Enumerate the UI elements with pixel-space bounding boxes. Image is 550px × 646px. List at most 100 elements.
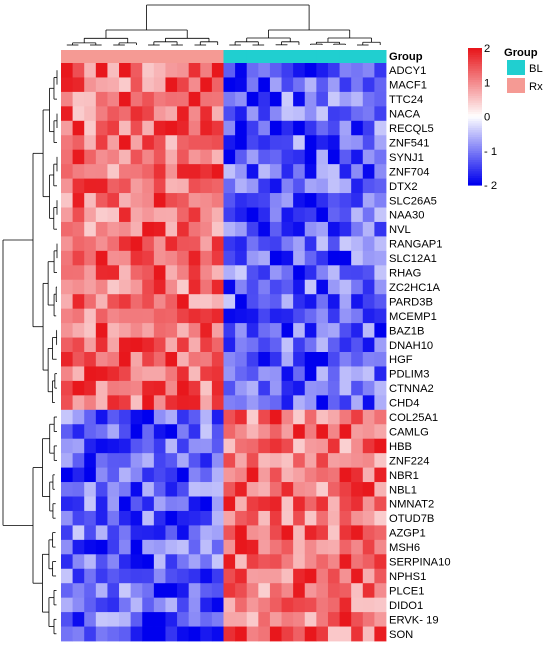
group-legend-swatch bbox=[507, 78, 525, 93]
heatmap-cell bbox=[235, 525, 248, 541]
row-label: SON bbox=[389, 629, 413, 641]
heatmap-cell bbox=[327, 409, 340, 425]
heatmap-cell bbox=[119, 337, 132, 353]
heatmap-cell bbox=[316, 409, 329, 425]
color-scale-segment bbox=[468, 105, 482, 108]
heatmap-cell bbox=[61, 482, 74, 497]
heatmap-cell bbox=[293, 626, 306, 642]
heatmap-cell bbox=[235, 236, 248, 252]
heatmap-cell bbox=[258, 178, 271, 194]
color-scale-segment bbox=[468, 173, 482, 177]
heatmap-cell bbox=[177, 120, 190, 136]
group-annotation-cell bbox=[351, 50, 364, 63]
heatmap-cell bbox=[304, 612, 317, 627]
heatmap-cell bbox=[130, 597, 143, 613]
heatmap-cell bbox=[269, 265, 282, 281]
heatmap-cell bbox=[177, 510, 190, 526]
heatmap-cell bbox=[153, 597, 166, 613]
heatmap-cell bbox=[153, 525, 166, 541]
group-annotation-cell bbox=[304, 50, 317, 63]
heatmap-cell bbox=[235, 597, 248, 613]
heatmap-cell bbox=[246, 279, 259, 295]
heatmap-cell bbox=[177, 539, 190, 555]
heatmap-cell bbox=[130, 250, 143, 266]
heatmap-cell bbox=[223, 525, 236, 541]
heatmap-cell bbox=[153, 352, 166, 367]
heatmap-cell bbox=[223, 250, 236, 266]
heatmap-cell bbox=[327, 308, 340, 324]
heatmap-cell bbox=[177, 352, 190, 367]
heatmap-cell bbox=[339, 568, 352, 584]
heatmap-cell bbox=[119, 612, 132, 627]
heatmap-cell bbox=[304, 510, 317, 526]
heatmap-cell bbox=[211, 149, 224, 165]
heatmap-cell bbox=[130, 120, 143, 136]
heatmap-cell bbox=[281, 193, 294, 208]
heatmap-cell bbox=[362, 308, 375, 324]
heatmap-cell bbox=[223, 120, 236, 136]
heatmap-cell bbox=[362, 612, 375, 627]
heatmap-cell bbox=[188, 453, 201, 468]
heatmap-cell bbox=[107, 438, 120, 454]
heatmap-cell bbox=[362, 482, 375, 497]
heatmap-cell bbox=[61, 496, 74, 512]
heatmap-cell bbox=[188, 496, 201, 512]
heatmap-cell bbox=[327, 626, 340, 642]
heatmap-cell bbox=[95, 337, 108, 353]
heatmap-cell bbox=[153, 178, 166, 194]
heatmap-cell bbox=[165, 352, 178, 367]
heatmap-cell bbox=[223, 236, 236, 252]
heatmap-cell bbox=[258, 265, 271, 281]
heatmap-cell bbox=[142, 91, 155, 107]
color-scale-segment bbox=[468, 100, 482, 104]
heatmap-cell bbox=[61, 77, 74, 93]
heatmap-cell bbox=[281, 135, 294, 151]
heatmap-cell bbox=[95, 178, 108, 194]
heatmap-cell bbox=[153, 395, 166, 411]
heatmap-cell bbox=[177, 178, 190, 194]
heatmap-cell bbox=[211, 308, 224, 324]
heatmap-cell bbox=[61, 568, 74, 584]
heatmap-cell bbox=[293, 207, 306, 223]
heatmap-cell bbox=[188, 366, 201, 382]
heatmap-cell bbox=[351, 409, 364, 425]
heatmap-cell bbox=[246, 294, 259, 310]
heatmap-cell bbox=[235, 467, 248, 483]
heatmap-cell bbox=[327, 525, 340, 541]
row-label: NACA bbox=[389, 109, 421, 121]
heatmap-cell bbox=[223, 438, 236, 454]
heatmap-cell bbox=[246, 308, 259, 324]
heatmap-cell bbox=[304, 265, 317, 281]
heatmap-cell bbox=[177, 482, 190, 497]
heatmap-cell bbox=[107, 467, 120, 483]
heatmap-cell bbox=[61, 583, 74, 599]
heatmap-cell bbox=[362, 626, 375, 642]
heatmap-cell bbox=[304, 120, 317, 136]
heatmap-cell bbox=[130, 409, 143, 425]
heatmap-cell bbox=[61, 120, 74, 136]
heatmap-cell bbox=[130, 265, 143, 281]
heatmap-cell bbox=[95, 250, 108, 266]
heatmap-cell bbox=[119, 496, 132, 512]
heatmap-cell bbox=[362, 467, 375, 483]
heatmap-cell bbox=[351, 366, 364, 382]
heatmap-cell bbox=[72, 164, 85, 179]
heatmap-cell bbox=[339, 265, 352, 281]
color-scale-segment bbox=[468, 146, 482, 150]
heatmap-cell bbox=[61, 525, 74, 541]
heatmap-cell bbox=[235, 352, 248, 367]
heatmap-cell bbox=[165, 265, 178, 281]
heatmap-cell bbox=[235, 164, 248, 179]
heatmap-cell bbox=[72, 77, 85, 93]
heatmap-cell bbox=[362, 323, 375, 338]
heatmap-cell bbox=[269, 149, 282, 165]
heatmap-cell bbox=[188, 323, 201, 338]
heatmap-cell bbox=[339, 164, 352, 179]
heatmap-cell bbox=[362, 279, 375, 295]
heatmap-cell bbox=[269, 294, 282, 310]
heatmap-cell bbox=[316, 438, 329, 454]
heatmap-cell bbox=[177, 193, 190, 208]
heatmap-cell bbox=[188, 583, 201, 599]
heatmap-cell bbox=[211, 612, 224, 627]
heatmap-cell bbox=[84, 91, 97, 107]
